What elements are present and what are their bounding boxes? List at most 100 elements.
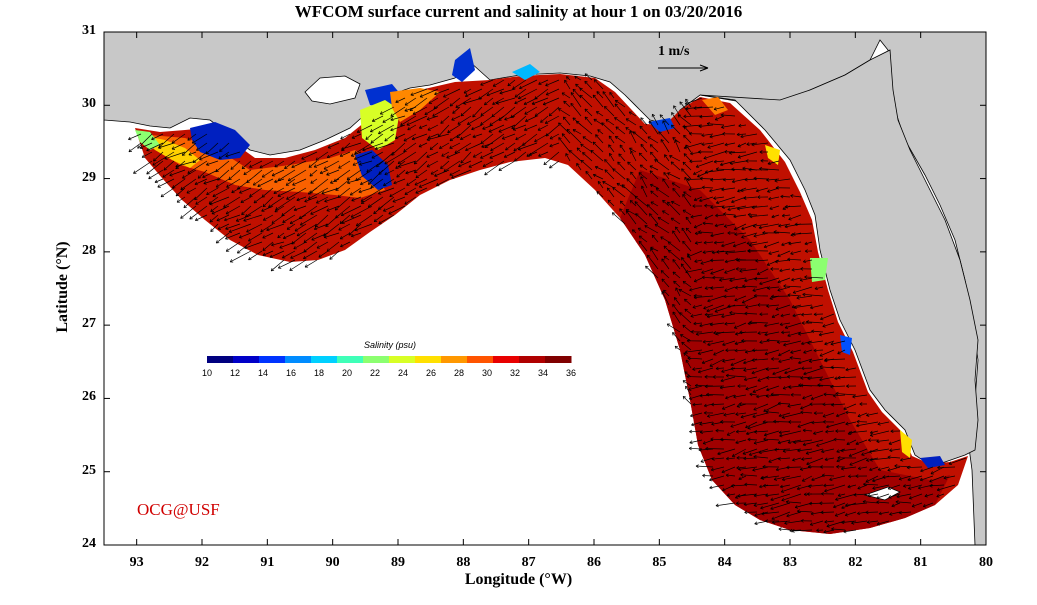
current-vector bbox=[754, 430, 769, 433]
current-vector-head bbox=[809, 522, 814, 526]
current-vector-head bbox=[852, 394, 856, 399]
current-vector bbox=[569, 150, 582, 162]
current-vector bbox=[774, 448, 791, 451]
current-vector bbox=[226, 178, 241, 188]
low-salinity-pensacola bbox=[512, 64, 540, 80]
current-vector bbox=[821, 448, 835, 453]
current-vector bbox=[467, 115, 483, 125]
current-vector-head bbox=[801, 341, 805, 346]
current-vector-head bbox=[657, 216, 662, 221]
current-vector bbox=[209, 196, 230, 205]
current-vector bbox=[498, 124, 516, 133]
current-vector bbox=[759, 277, 780, 285]
current-vector bbox=[711, 421, 725, 425]
current-vector bbox=[626, 178, 637, 189]
current-vector-head bbox=[720, 420, 724, 424]
current-vector-head bbox=[803, 259, 807, 264]
current-vector bbox=[698, 448, 714, 451]
current-vector bbox=[693, 169, 703, 175]
current-vector bbox=[781, 412, 802, 418]
current-vector bbox=[690, 412, 703, 417]
coastal-orange-miss bbox=[390, 88, 440, 122]
current-vector-head bbox=[770, 267, 774, 271]
current-vector bbox=[768, 457, 780, 463]
current-vector bbox=[714, 160, 725, 163]
current-vector bbox=[303, 250, 318, 260]
current-vector-head bbox=[148, 175, 152, 180]
current-vector bbox=[685, 349, 703, 353]
current-vector bbox=[738, 124, 747, 127]
current-vector-head bbox=[737, 143, 741, 148]
current-vector-head bbox=[249, 164, 253, 168]
current-vector-head bbox=[501, 136, 506, 140]
current-vector bbox=[751, 367, 769, 374]
current-vector-head bbox=[404, 191, 408, 195]
current-vector-head bbox=[710, 205, 714, 210]
current-vector bbox=[480, 79, 494, 86]
current-vector-head bbox=[733, 394, 737, 399]
current-vector-head bbox=[728, 151, 732, 155]
x-tick-label: 82 bbox=[848, 555, 863, 570]
current-vector-head bbox=[695, 164, 700, 169]
current-vector bbox=[330, 178, 340, 184]
current-vector bbox=[538, 79, 549, 85]
current-vector-head bbox=[371, 118, 376, 122]
current-vector bbox=[543, 151, 560, 165]
current-vector bbox=[792, 457, 802, 461]
current-vector-head bbox=[700, 261, 704, 265]
current-vector-head bbox=[807, 464, 811, 469]
current-vector bbox=[693, 106, 714, 109]
current-vector-head bbox=[671, 182, 676, 186]
current-vector-head bbox=[849, 430, 853, 435]
current-vector-head bbox=[210, 208, 214, 213]
current-vector bbox=[545, 79, 560, 86]
current-vector-head bbox=[735, 267, 739, 271]
current-vector-head bbox=[736, 132, 740, 137]
current-vector bbox=[531, 97, 549, 105]
current-vector-head bbox=[627, 161, 631, 165]
current-vector-head bbox=[690, 151, 694, 156]
colorbar-segment bbox=[467, 356, 494, 363]
current-vector-head bbox=[792, 232, 796, 236]
current-vector bbox=[645, 265, 659, 279]
current-vector bbox=[334, 196, 351, 211]
current-vector-head bbox=[406, 182, 410, 186]
current-vector-head bbox=[918, 485, 922, 490]
low-salinity-mobile-bay bbox=[452, 48, 475, 82]
current-vector bbox=[667, 201, 681, 216]
current-vector-head bbox=[782, 386, 787, 390]
current-vector-head bbox=[594, 165, 599, 170]
current-vector-head bbox=[725, 251, 729, 255]
current-vector bbox=[279, 241, 296, 249]
current-vector-head bbox=[365, 136, 369, 140]
current-vector bbox=[682, 240, 692, 252]
current-vector-head bbox=[480, 121, 484, 126]
current-vector-head bbox=[350, 153, 355, 157]
x-tick-label: 92 bbox=[195, 555, 209, 570]
current-vector bbox=[681, 341, 692, 351]
current-vector bbox=[266, 223, 285, 231]
current-vector bbox=[640, 176, 648, 189]
current-vector bbox=[734, 340, 747, 345]
current-vector-head bbox=[398, 164, 402, 168]
current-vector-head bbox=[747, 248, 751, 253]
colorbar-segment bbox=[389, 356, 416, 363]
current-vector bbox=[404, 187, 417, 195]
current-vector-head bbox=[807, 341, 811, 345]
current-vector bbox=[684, 177, 692, 189]
current-vector bbox=[378, 187, 395, 195]
current-vector bbox=[734, 322, 747, 329]
current-vector-head bbox=[596, 91, 600, 95]
current-vector bbox=[730, 358, 747, 366]
current-vector bbox=[768, 196, 780, 200]
current-vector bbox=[534, 88, 549, 100]
current-vector-head bbox=[604, 169, 608, 173]
current-vector bbox=[923, 502, 934, 507]
current-vector-head bbox=[723, 294, 727, 299]
current-vector bbox=[681, 227, 692, 243]
current-vector-head bbox=[693, 106, 697, 110]
current-vector-head bbox=[584, 108, 588, 112]
current-vector bbox=[303, 232, 318, 243]
current-vector bbox=[426, 133, 450, 141]
current-vector bbox=[465, 88, 483, 97]
